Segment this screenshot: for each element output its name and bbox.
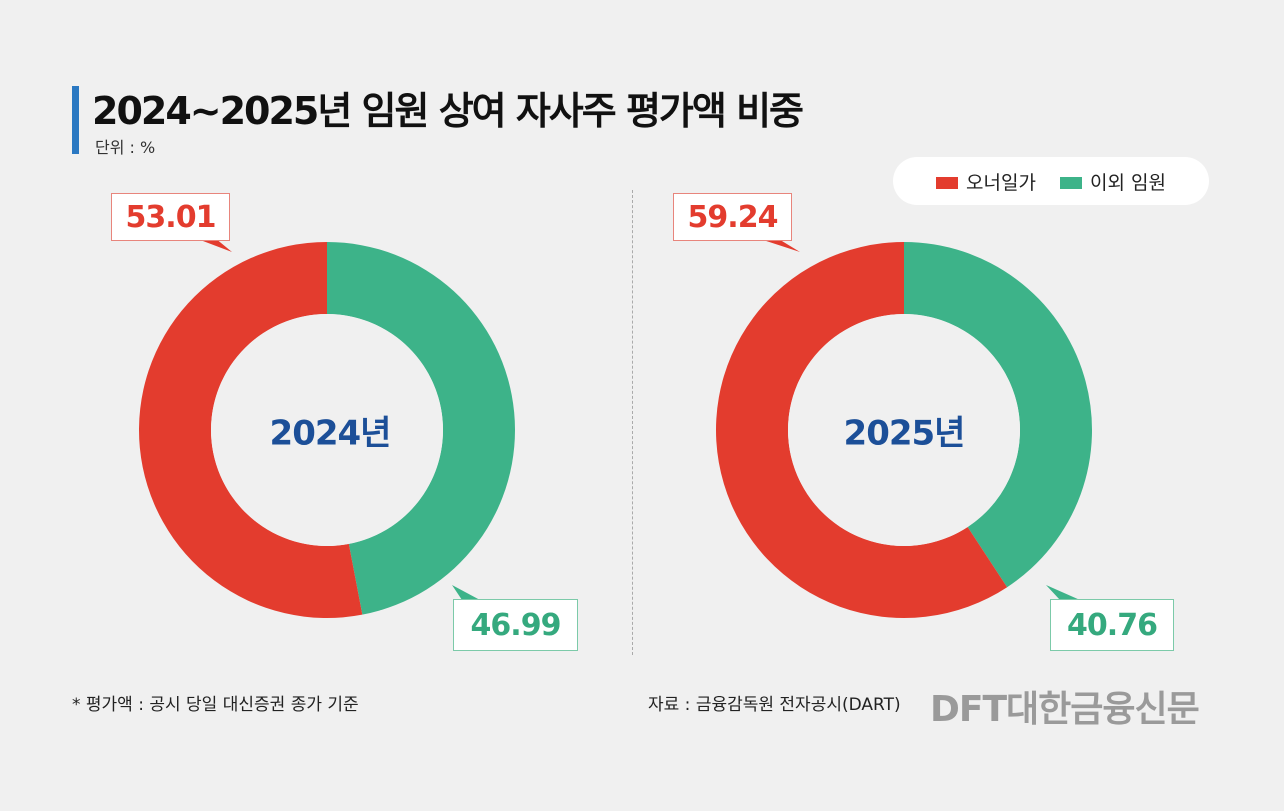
callout-2025-other: 40.76	[1050, 599, 1174, 651]
callout-pointer	[452, 585, 480, 600]
legend-label: 오너일가	[966, 171, 1036, 194]
callout-2024-other: 46.99	[453, 599, 578, 651]
title-accent-bar	[72, 86, 79, 154]
slice-owner	[716, 242, 1008, 619]
callout-2024-owner: 53.01	[111, 193, 230, 241]
callout-pointer	[757, 238, 800, 252]
chart-title: 2024~2025년 임원 상여 자사주 평가액 비중	[92, 89, 804, 133]
donut-hole	[788, 314, 1020, 546]
callout-2025-owner: 59.24	[673, 193, 792, 241]
legend-item-other: 이외 임원	[1059, 168, 1166, 195]
legend: 오너일가 이외 임원	[893, 157, 1209, 205]
callout-pointer	[195, 238, 232, 252]
slice-other	[904, 242, 1092, 588]
slice-owner	[139, 242, 363, 618]
source: 자료 : 금융감독원 전자공시(DART)	[648, 695, 901, 715]
footnote: * 평가액 : 공시 당일 대신증권 종가 기준	[72, 695, 359, 715]
callout-pointer	[1046, 585, 1080, 600]
center-label-2024: 2024년	[269, 413, 392, 454]
logo: DFT대한금융신문	[930, 689, 1200, 730]
legend-item-owner: 오너일가	[936, 168, 1036, 195]
center-label-2025: 2025년	[843, 413, 966, 454]
divider	[632, 190, 633, 655]
slice-other	[327, 242, 515, 615]
unit-label: 단위 : %	[95, 138, 156, 157]
legend-label: 이외 임원	[1089, 171, 1166, 194]
donut-hole	[211, 314, 443, 546]
